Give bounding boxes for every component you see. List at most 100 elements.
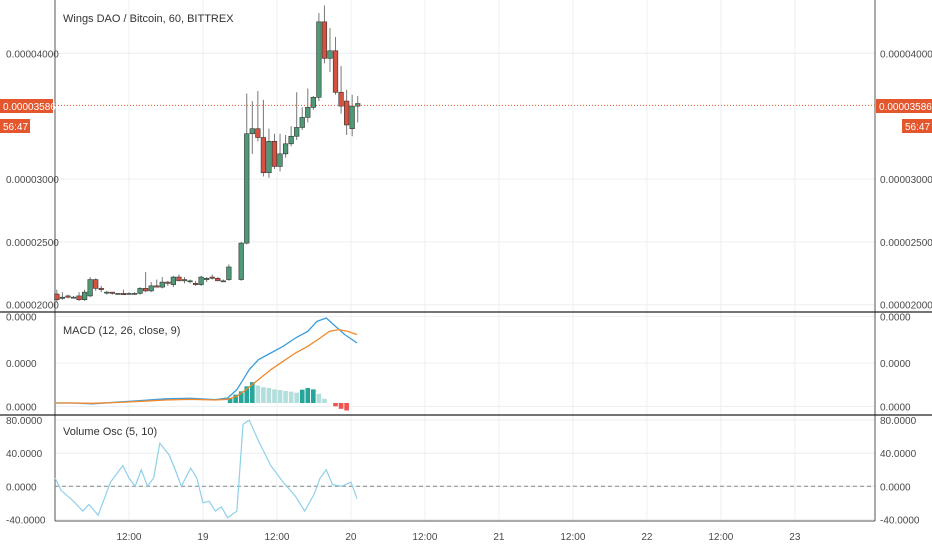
candle-down[interactable] [65,294,71,299]
candle-up[interactable] [310,96,316,110]
candle-up[interactable] [349,94,355,137]
candle-body [266,140,272,174]
candle-down[interactable] [260,99,267,177]
y-tick-label-right: 0.00003000 [880,175,932,186]
candle-down[interactable] [93,278,99,291]
y-tick-label-left: 0.0000 [6,359,37,370]
candle-up[interactable] [244,93,250,245]
macd-histogram-bar [255,385,261,403]
candle-up[interactable] [277,133,283,172]
candle-down[interactable] [209,274,215,280]
candle-down[interactable] [255,91,261,142]
candle-body [81,291,88,300]
candle-down[interactable] [165,280,171,286]
candle-body [154,285,160,288]
candle-down[interactable] [344,89,350,135]
y-tick-label-left: 0.00003000 [6,175,59,186]
candle-up[interactable] [266,128,272,178]
candle-down[interactable] [321,5,328,64]
candle-body [355,103,361,107]
candle-up[interactable] [126,292,132,295]
candle-body [238,242,244,280]
candle-body [176,276,182,282]
candle-down[interactable] [215,277,221,282]
candle-up[interactable] [137,287,143,295]
grid-layer [55,0,875,521]
candle-body [198,276,204,285]
candle-down[interactable] [271,133,278,169]
countdown-tag-left-bg [0,119,30,133]
candle-up[interactable] [316,13,322,102]
candle-up[interactable] [288,126,294,147]
candle-up[interactable] [299,107,305,130]
candle-body [344,100,350,126]
x-tick-label: 12:00 [412,532,437,543]
candle-up[interactable] [104,290,110,295]
macd-histogram-bar [233,394,238,403]
candle-body [277,153,283,167]
candle-up[interactable] [220,279,226,283]
candle-down[interactable] [120,289,127,295]
candle-body [209,276,215,279]
candle-down[interactable] [192,280,199,286]
candle-body [120,293,127,295]
y-tick-label-right: 0.00004000 [880,49,932,60]
candle-up[interactable] [294,92,300,141]
y-tick-label-left: 0.00002500 [6,238,59,249]
candle-body [170,276,176,285]
candle-up[interactable] [70,295,77,299]
macd-panel[interactable] [55,317,358,411]
candle-up[interactable] [81,289,88,301]
candle-down[interactable] [332,36,339,95]
candle-body [244,133,250,244]
candle-down[interactable] [176,274,182,282]
volume-osc-panel[interactable] [54,419,875,519]
macd-histogram-bar [244,386,250,403]
candle-up[interactable] [131,292,138,295]
candle-body [271,140,278,167]
y-tick-label-left: 40.0000 [6,449,43,460]
candle-down[interactable] [54,289,60,303]
macd-histogram-bar [322,398,327,403]
y-tick-label-left: 0.0000 [6,402,37,413]
candle-body [59,296,66,299]
x-tick-label: 12:00 [708,532,733,543]
candle-up[interactable] [282,135,289,158]
candle-body [115,293,121,295]
candle-up[interactable] [355,96,361,123]
candle-body [316,21,322,98]
candle-body [310,96,316,108]
candle-down[interactable] [76,292,82,301]
candle-up[interactable] [187,279,193,284]
candle-up[interactable] [327,28,333,73]
candle-up[interactable] [159,277,165,289]
candle-up[interactable] [204,277,210,283]
candle-down[interactable] [338,65,344,114]
candle-up[interactable] [87,277,93,298]
candle-up[interactable] [181,277,188,284]
axis-layer: 12:00 19 12:00 20 12:00 21 12:00 22 12:00 23 0.000… [6,49,932,543]
price-panel[interactable] [54,5,875,303]
candle-down[interactable] [143,272,149,293]
candle-body [148,285,154,292]
candle-down[interactable] [98,285,104,293]
candle-up[interactable] [115,293,121,295]
candle-up[interactable] [59,292,66,300]
candle-up[interactable] [148,282,154,293]
candle-up[interactable] [238,241,244,281]
candle-up[interactable] [249,101,255,154]
candle-body [282,143,289,155]
candle-body [299,117,305,128]
candle-down[interactable] [154,279,160,288]
candle-down[interactable] [109,291,115,295]
candle-up[interactable] [198,275,204,286]
macd-histogram-bar [333,403,338,407]
x-tick-label: 12:00 [560,532,585,543]
y-tick-label-right: 0.0000 [880,482,911,493]
candle-body [294,127,300,137]
candle-up[interactable] [226,264,232,281]
candle-body [93,279,99,289]
candle-up[interactable] [170,275,176,288]
y-tick-label-right: -40.0000 [880,515,920,526]
